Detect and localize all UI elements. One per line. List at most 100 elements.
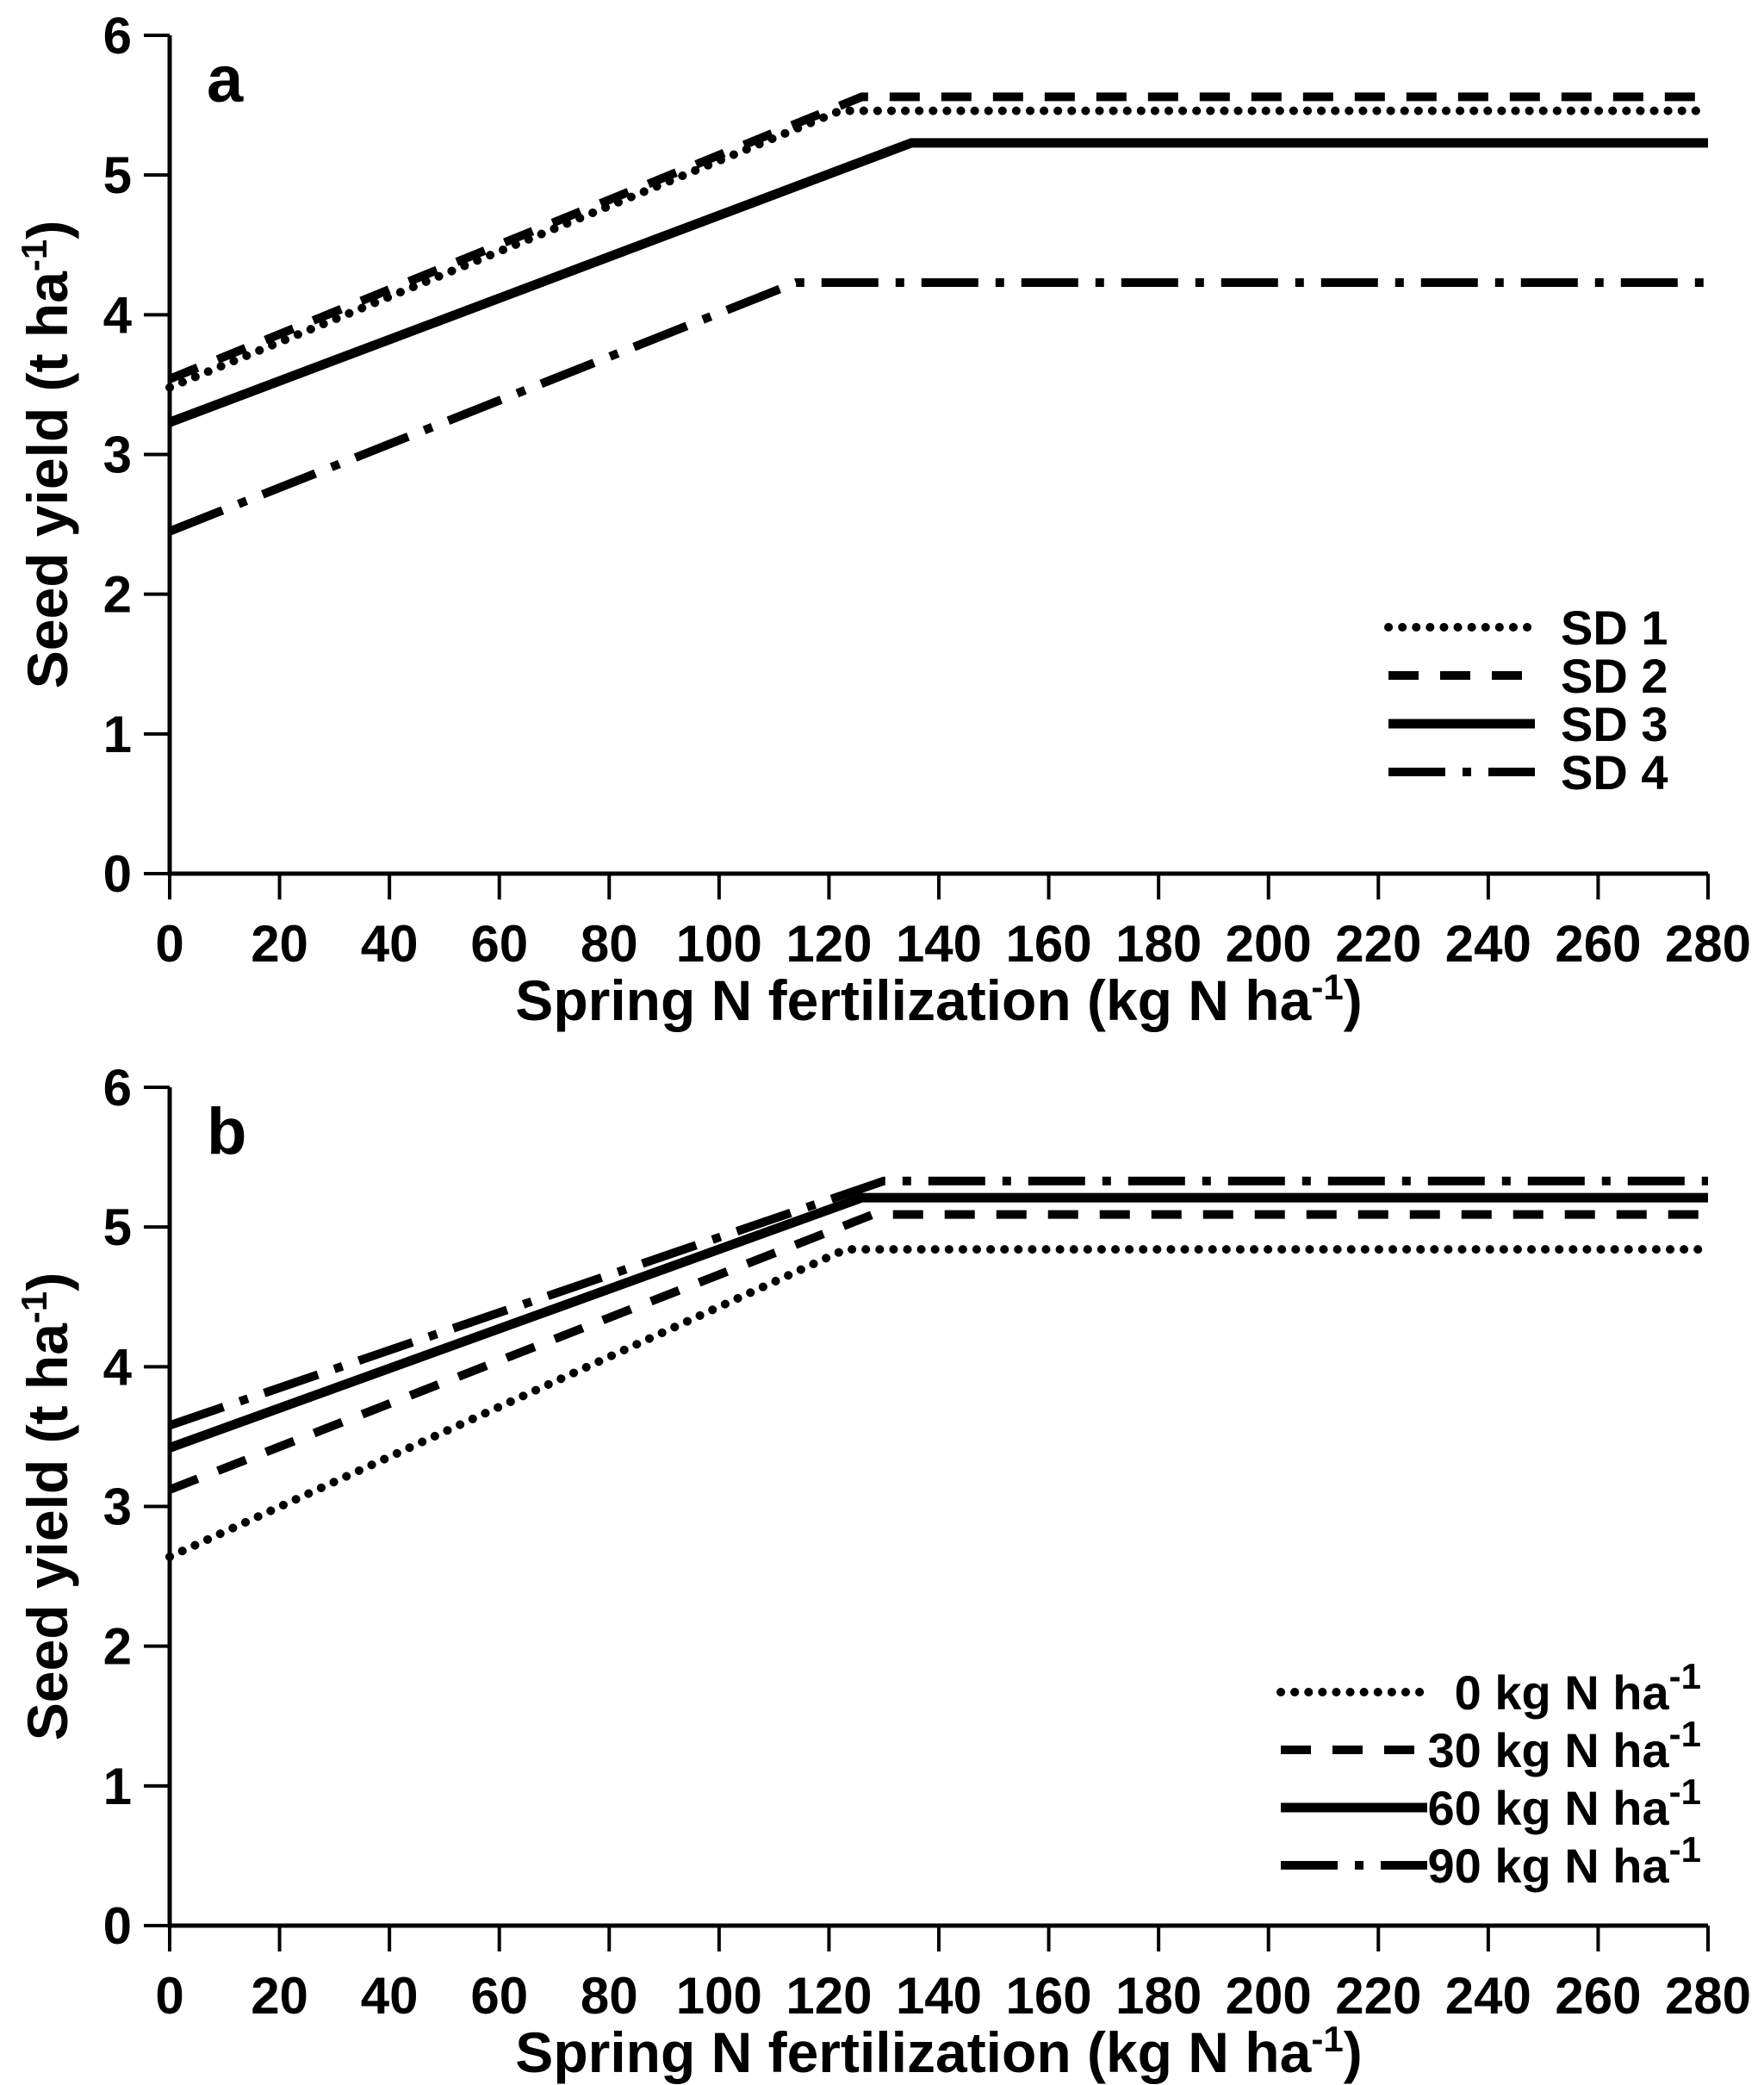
legend-label: SD 2 xyxy=(1561,649,1668,703)
legend-label: 0 kg N ha-1 xyxy=(1455,1656,1701,1720)
x-tick-label: 20 xyxy=(251,915,308,973)
text-run: ) xyxy=(1344,2020,1363,2084)
text-run: ) xyxy=(16,1273,79,1291)
text-run: Seed yield (t ha xyxy=(16,1323,79,1740)
y-tick-label: 1 xyxy=(103,1758,132,1815)
x-tick-label: 140 xyxy=(896,1967,982,2025)
text-run: SD 3 xyxy=(1561,697,1668,751)
x-tick-label: 240 xyxy=(1445,1967,1531,2025)
y-tick-label: 6 xyxy=(103,1059,132,1117)
x-tick-label: 40 xyxy=(361,1967,419,2025)
superscript: -1 xyxy=(1669,1714,1701,1754)
text-run: Spring N fertilization (kg N ha xyxy=(515,968,1312,1032)
x-tick-label: 120 xyxy=(786,1967,872,2025)
x-tick-label: 0 xyxy=(155,915,183,973)
y-tick-label: 3 xyxy=(103,1478,132,1536)
y-axis-title: Seed yield (t ha-1) xyxy=(14,221,79,688)
text-run: Seed yield (t ha xyxy=(16,271,79,688)
legend-item: SD 4 xyxy=(1388,745,1668,800)
y-tick-label: 0 xyxy=(103,845,132,903)
y-tick-label: 2 xyxy=(103,1618,132,1676)
panel-letter: b xyxy=(207,1095,246,1168)
y-tick-label: 0 xyxy=(103,1897,132,1955)
text-run: SD 2 xyxy=(1561,649,1668,703)
text-run: SD 1 xyxy=(1561,601,1668,655)
text-run: SD 4 xyxy=(1561,745,1668,800)
x-tick-label: 160 xyxy=(1006,915,1092,973)
x-tick-label: 240 xyxy=(1445,915,1531,973)
superscript: -1 xyxy=(1669,1771,1701,1812)
text-run: 0 kg N ha xyxy=(1455,1665,1670,1720)
legend-item: 30 kg N ha-1 xyxy=(1281,1714,1701,1777)
y-tick-label: 6 xyxy=(103,7,132,65)
legend-item: SD 3 xyxy=(1388,697,1668,751)
legend-label: 90 kg N ha-1 xyxy=(1428,1829,1701,1893)
legend: 0 kg N ha-130 kg N ha-160 kg N ha-190 kg… xyxy=(1276,1656,1701,1893)
superscript: -1 xyxy=(14,240,54,271)
y-tick-label: 4 xyxy=(103,1338,133,1396)
legend-item: 90 kg N ha-1 xyxy=(1281,1829,1701,1893)
y-tick-label: 1 xyxy=(103,706,132,763)
x-tick-label: 220 xyxy=(1335,915,1421,973)
text-run: 30 kg N ha xyxy=(1428,1723,1670,1777)
series-line-60-kg-n-ha- xyxy=(168,1192,1708,1453)
series-line-sd-2 xyxy=(168,92,1708,383)
legend-item: 0 kg N ha-1 xyxy=(1276,1656,1701,1720)
superscript: -1 xyxy=(1669,1656,1701,1696)
y-tick-label: 2 xyxy=(103,566,132,624)
text-run: ) xyxy=(1344,968,1363,1032)
x-tick-label: 280 xyxy=(1665,1967,1751,2025)
legend: SD 1SD 2SD 3SD 4 xyxy=(1384,601,1668,800)
y-tick-label: 5 xyxy=(103,146,132,204)
x-tick-label: 280 xyxy=(1665,915,1751,973)
x-tick-label: 40 xyxy=(361,915,419,973)
x-tick-label: 60 xyxy=(470,1967,528,2025)
y-tick-label: 4 xyxy=(103,286,133,344)
y-axis-title: Seed yield (t ha-1) xyxy=(14,1273,79,1740)
panel-letter: a xyxy=(207,43,244,116)
x-tick-label: 80 xyxy=(581,1967,638,2025)
series-line-sd-4 xyxy=(168,278,1708,536)
legend-item: SD 1 xyxy=(1384,601,1668,655)
x-tick-label: 180 xyxy=(1115,1967,1202,2025)
series-line-0-kg-n-ha- xyxy=(165,1245,1712,1561)
x-tick-label: 180 xyxy=(1115,915,1202,973)
superscript: -1 xyxy=(14,1291,54,1323)
x-tick-label: 80 xyxy=(581,915,638,973)
x-tick-label: 220 xyxy=(1335,1967,1421,2025)
legend-label: SD 3 xyxy=(1561,697,1668,751)
legend-label: 60 kg N ha-1 xyxy=(1428,1771,1701,1835)
legend-item: 60 kg N ha-1 xyxy=(1281,1771,1701,1835)
series-line-90-kg-n-ha- xyxy=(168,1176,1708,1430)
legend-label: SD 4 xyxy=(1561,745,1668,800)
text-run: Spring N fertilization (kg N ha xyxy=(515,2020,1312,2084)
x-tick-label: 100 xyxy=(676,915,762,973)
superscript: -1 xyxy=(1669,1829,1701,1870)
text-run: ) xyxy=(16,221,79,240)
legend-item: SD 2 xyxy=(1388,649,1668,703)
x-tick-label: 140 xyxy=(896,915,982,973)
x-tick-label: 60 xyxy=(470,915,528,973)
x-tick-label: 100 xyxy=(676,1967,762,2025)
x-tick-label: 160 xyxy=(1006,1967,1092,2025)
x-axis-title: Spring N fertilization (kg N ha-1) xyxy=(515,967,1362,1032)
legend-label: SD 1 xyxy=(1561,601,1668,655)
series-line-30-kg-n-ha- xyxy=(168,1210,1708,1494)
legend-label: 30 kg N ha-1 xyxy=(1428,1714,1701,1777)
superscript: -1 xyxy=(1311,2019,1343,2059)
series-line-sd-1 xyxy=(165,106,1712,392)
text-run: 90 kg N ha xyxy=(1428,1839,1670,1893)
x-tick-label: 260 xyxy=(1555,915,1641,973)
superscript: -1 xyxy=(1311,967,1343,1007)
x-tick-label: 0 xyxy=(155,1967,183,2025)
x-tick-label: 200 xyxy=(1226,1967,1312,2025)
text-run: 60 kg N ha xyxy=(1428,1781,1670,1835)
x-tick-label: 200 xyxy=(1226,915,1312,973)
x-axis-title: Spring N fertilization (kg N ha-1) xyxy=(515,2019,1362,2084)
x-tick-label: 120 xyxy=(786,915,872,973)
series-line-sd-3 xyxy=(168,138,1708,427)
